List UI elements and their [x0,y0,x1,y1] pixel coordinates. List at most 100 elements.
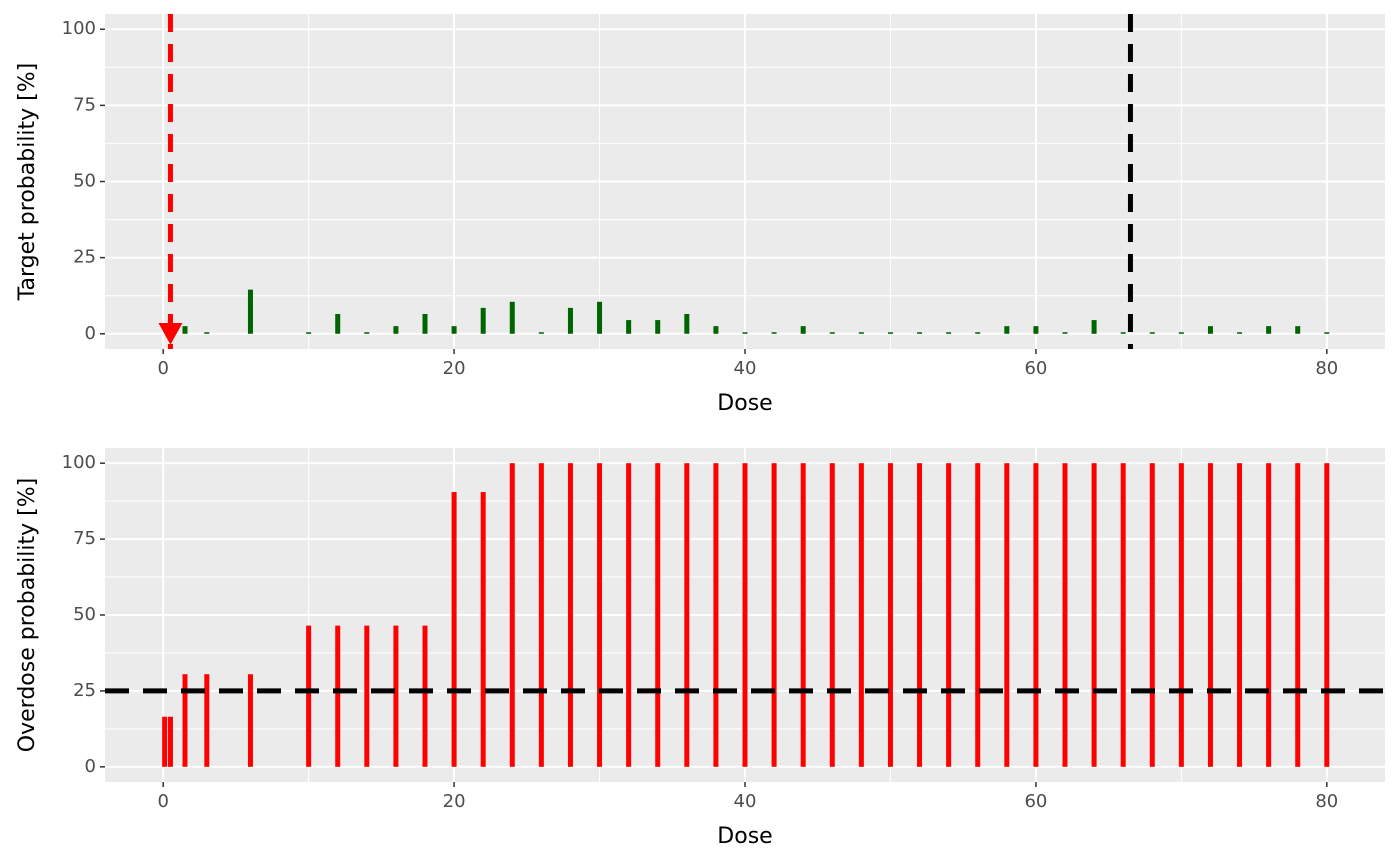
x-tick-label: 40 [734,791,757,812]
y-tick-label: 25 [73,680,96,701]
bar [162,716,168,767]
bar [567,307,573,334]
bar [393,625,399,767]
bar [364,625,370,767]
bar [451,492,457,767]
bar [538,463,544,767]
x-tick-label: 80 [1315,358,1338,379]
bar [975,332,981,334]
x-tick-label: 0 [157,358,168,379]
bar [393,326,399,334]
bar [480,307,486,334]
bar [1033,326,1039,334]
x-tick-label: 80 [1315,791,1338,812]
x-tick-label: 20 [443,791,466,812]
bar [684,463,690,767]
bar [182,326,188,334]
bar [684,313,690,334]
x-axis-label: Dose [717,391,772,416]
bar [167,716,173,767]
bar [800,326,806,334]
bar [742,463,748,767]
bar [1178,463,1184,767]
bar [1237,463,1243,767]
bar [1091,320,1097,334]
bar [975,463,981,767]
bar [946,463,952,767]
bar [538,332,544,334]
bar [1266,326,1272,334]
bar [887,463,893,767]
bar [1324,332,1330,334]
y-tick-label: 0 [85,323,96,344]
bar [1149,332,1155,334]
bar [422,313,428,334]
bar [917,463,923,767]
x-tick-label: 60 [1024,791,1047,812]
bar [1207,326,1213,334]
bar [1178,332,1184,334]
bar [1062,463,1068,767]
bar [655,320,661,334]
y-tick-label: 0 [85,756,96,777]
bar [1295,326,1301,334]
y-tick-label: 50 [73,171,96,192]
bar [597,463,603,767]
bar [1324,463,1330,767]
bar [1120,463,1126,767]
bar [1004,463,1010,767]
bar [306,625,312,767]
bar [247,674,253,767]
x-tick-label: 40 [734,358,757,379]
bar [713,326,719,334]
bar [567,463,573,767]
bar [917,332,923,334]
y-tick-label: 100 [62,452,96,473]
bar [597,301,603,334]
bar [946,332,952,334]
bar [1033,463,1039,767]
bar [247,289,253,334]
bar [1266,463,1272,767]
bar [509,301,515,334]
bar [364,332,370,334]
bar [204,674,210,767]
y-axis-label: Target probability [%] [15,63,40,302]
y-tick-label: 75 [73,94,96,115]
bar [771,332,777,334]
bar [1004,326,1010,334]
y-tick-label: 75 [73,528,96,549]
bar [626,320,632,334]
bar [335,313,341,334]
bar [480,492,486,767]
bar [306,332,312,334]
bar [204,332,210,334]
bar [858,463,864,767]
bar [771,463,777,767]
bar [829,463,835,767]
bar [1237,332,1243,334]
bar [800,463,806,767]
bar [887,332,893,334]
bar [1207,463,1213,767]
bar [335,625,341,767]
bar [858,332,864,334]
bar [655,463,661,767]
bar [1062,332,1068,334]
bar [713,463,719,767]
bar [1149,463,1155,767]
x-tick-label: 20 [443,358,466,379]
y-tick-label: 50 [73,604,96,625]
y-axis-label: Overdose probability [%] [15,478,40,752]
x-tick-label: 0 [157,791,168,812]
y-tick-label: 25 [73,247,96,268]
marker [158,322,183,345]
bar [182,674,188,767]
bar [1091,463,1097,767]
bar [451,326,457,334]
bar [829,332,835,334]
bar [1295,463,1301,767]
bar [742,332,748,334]
bar [509,463,515,767]
